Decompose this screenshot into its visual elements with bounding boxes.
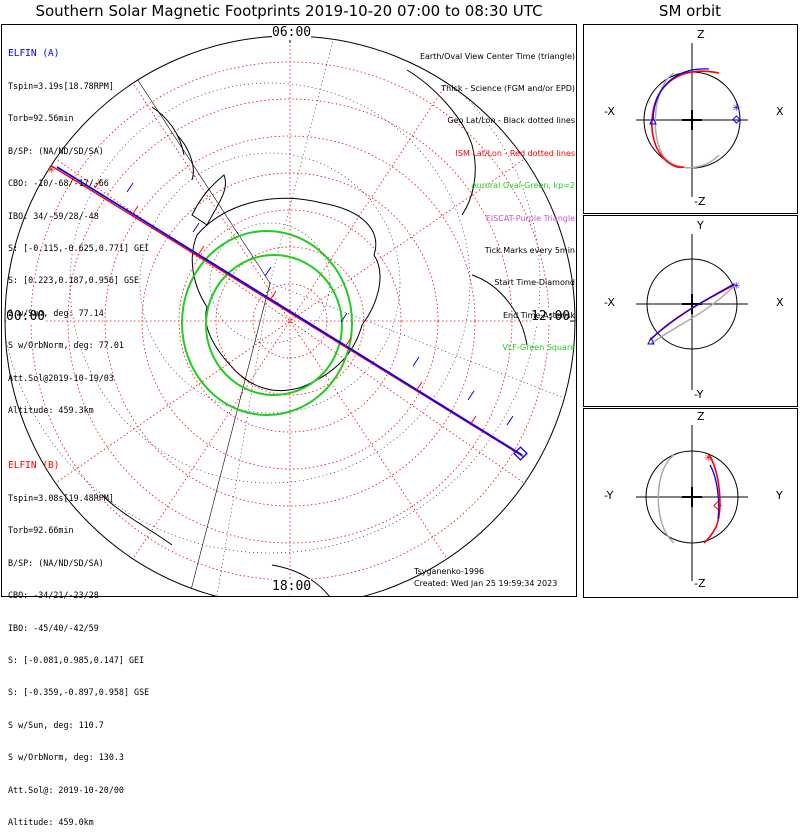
sm-axis-label: Y <box>697 219 704 232</box>
orbit-asterisk: ✳ <box>704 453 712 464</box>
legend-item: Start Time-Diamond <box>494 278 575 288</box>
elfin-a-line: S w/Sun, deg: 77.14 <box>8 307 104 318</box>
geo-grid <box>5 36 575 596</box>
legend-item: Earth/Oval View Center Time (triangle) <box>419 51 575 61</box>
elfin-b-line: S w/Sun, deg: 110.7 <box>8 719 104 730</box>
elfin-a-name: ELFIN (A) <box>8 47 60 59</box>
sm-axis-label: -X <box>604 296 615 309</box>
elfin-b-line: Tspin=3.08s[19.48RPM] <box>8 492 114 503</box>
elfin-a-info: ELFIN (A) Tspin=3.19s[18.78RPM] Torb=92.… <box>8 27 149 426</box>
elfin-a-track <box>56 166 523 456</box>
elfin-b-line: Torb=92.66min <box>8 525 74 536</box>
nz-coastline <box>101 494 173 546</box>
model-credit: Tsyganenko-1996 <box>414 567 485 576</box>
legend-item: EISCAT-Purple Triangle <box>485 213 575 223</box>
legend-item: Auroral Oval-Green, kp=2 <box>471 181 575 191</box>
start-time-diamond <box>513 446 528 461</box>
elfin-b-ticks <box>94 178 477 426</box>
lt-label-right: 12:00 <box>531 309 571 324</box>
view-center-triangle <box>649 116 657 125</box>
lt-label-left: 00:00 <box>6 309 46 324</box>
elfin-b-info: ELFIN (B) Tspin=3.08s[19.48RPM] Torb=92.… <box>8 439 149 838</box>
peninsula-coastline <box>191 174 226 226</box>
africa-coastline <box>406 69 476 216</box>
sm-yz-svg: ✳ <box>636 425 748 581</box>
sm-panel-xz: ✳ Z -Z -X X <box>583 24 798 214</box>
elfin-b-line: CBO: -34/21/-23/28 <box>8 590 99 601</box>
lt-label-top: 06:00 <box>272 25 312 40</box>
legend-item: Thick - Science (FGM and/or EPD) <box>441 83 575 93</box>
geo-meridian-2 <box>181 282 271 596</box>
south-america-coastline-2 <box>176 134 194 181</box>
orbit-diamond <box>713 501 722 510</box>
sm-axis-label: X <box>776 105 784 118</box>
elfin-a-ticks <box>126 182 514 426</box>
elfin-a-line: CBO: -10/-68/-17/-66 <box>8 178 109 189</box>
elfin-a-line: S: [-0.115,-0.625,0.771] GEI <box>8 242 150 253</box>
elfin-b-name: ELFIN (B) <box>8 459 60 471</box>
south-america-coastline <box>151 106 185 156</box>
elfin-a-line: B/SP: (NA/ND/SD/SA) <box>8 145 104 156</box>
sm-panel-yz: ✳ Z -Z -Y Y <box>583 408 798 598</box>
elfin-b-orbit-gray <box>657 454 675 544</box>
lt-label-bottom: 18:00 <box>272 579 312 594</box>
legend-item: Tick Marks every 5min <box>484 245 575 255</box>
orbit-asterisk: ✳ <box>732 281 740 292</box>
elfin-b-line: S w/OrbNorm, deg: 130.3 <box>8 752 124 763</box>
view-center-triangle <box>647 336 655 345</box>
sm-axis-label: X <box>776 296 784 309</box>
orbit-diamond <box>732 115 741 124</box>
elfin-b-line: S: [-0.081,0.985,0.147] GEI <box>8 654 145 665</box>
elfin-a-line: IBO: 34/-59/28/-48 <box>8 210 99 221</box>
elfin-a-line: Torb=92.56min <box>8 113 74 124</box>
legend-item: Geo Lat/Lon - Black dotted lines <box>447 116 575 126</box>
sm-axis-label: Z <box>697 410 705 423</box>
elfin-b-orbit-gray <box>650 285 735 345</box>
antarctica-coastline <box>191 197 381 391</box>
elfin-b-line: B/SP: (NA/ND/SD/SA) <box>8 557 104 568</box>
australia-coastline <box>271 564 333 596</box>
sm-axis-label: -Y <box>694 388 704 401</box>
sm-axis-label: -Z <box>694 577 706 590</box>
elfin-a-line: Altitude: 459.3km <box>8 404 94 415</box>
sm-panel-xy: ✳ Y -Y -X X <box>583 215 798 407</box>
created-timestamp: Created: Wed Jan 25 19:59:34 2023 <box>414 579 558 588</box>
elfin-a-orbit <box>652 68 710 121</box>
legend-item: VLF-Green Square <box>502 343 575 353</box>
elfin-a-line: Tspin=3.19s[18.78RPM] <box>8 80 114 91</box>
earth-circle <box>645 450 739 544</box>
sm-xy-svg: ✳ <box>636 234 748 390</box>
elfin-a-line: Att.Sol@2019-10-19/03 <box>8 372 114 383</box>
sm-axis-label: -X <box>604 105 615 118</box>
elfin-a-orbit <box>709 464 720 520</box>
elfin-a-line: S: [0.223,0.187,0.956] GSE <box>8 275 140 286</box>
elfin-b-orbit <box>703 454 721 544</box>
earth-circle <box>646 258 738 350</box>
sm-axis-label: Z <box>697 28 705 41</box>
sm-axis-label: -Z <box>694 195 706 208</box>
auroral-oval-inner <box>205 254 343 396</box>
sm-orbit-title: SM orbit <box>658 2 722 20</box>
elfin-b-line: IBO: -45/40/-42/59 <box>8 622 99 633</box>
elfin-b-line: Att.Sol@: 2019-10-20/00 <box>8 784 124 795</box>
sm-axis-label: Y <box>776 489 783 502</box>
sm-axis-label: -Y <box>604 489 614 502</box>
elfin-a-line: S w/OrbNorm, deg: 77.01 <box>8 340 124 351</box>
elfin-b-line: Altitude: 459.0km <box>8 816 94 827</box>
plot-title: Southern Solar Magnetic Footprints 2019-… <box>35 2 543 20</box>
auroral-oval-outer <box>181 230 353 416</box>
polar-map-svg: ✳ <box>4 35 576 596</box>
legend: Earth/Oval View Center Time (triangle) T… <box>420 30 575 365</box>
legend-item: ISM Lat/Lon - Red dotted lines <box>455 148 575 158</box>
orbit-asterisk: ✳ <box>732 103 740 114</box>
elfin-a-orbit <box>651 283 735 339</box>
elfin-b-line: S: [-0.359,-0.897,0.958] GSE <box>8 687 150 698</box>
sm-xz-svg: ✳ <box>636 43 748 197</box>
legend-item: End Time-Asterisk <box>502 310 575 320</box>
end-time-asterisk: ✳ <box>47 165 55 176</box>
footprint-map: ✳ 06:00 00:00 12:00 18:00 <box>1 24 577 597</box>
madagascar-coastline <box>471 274 528 346</box>
